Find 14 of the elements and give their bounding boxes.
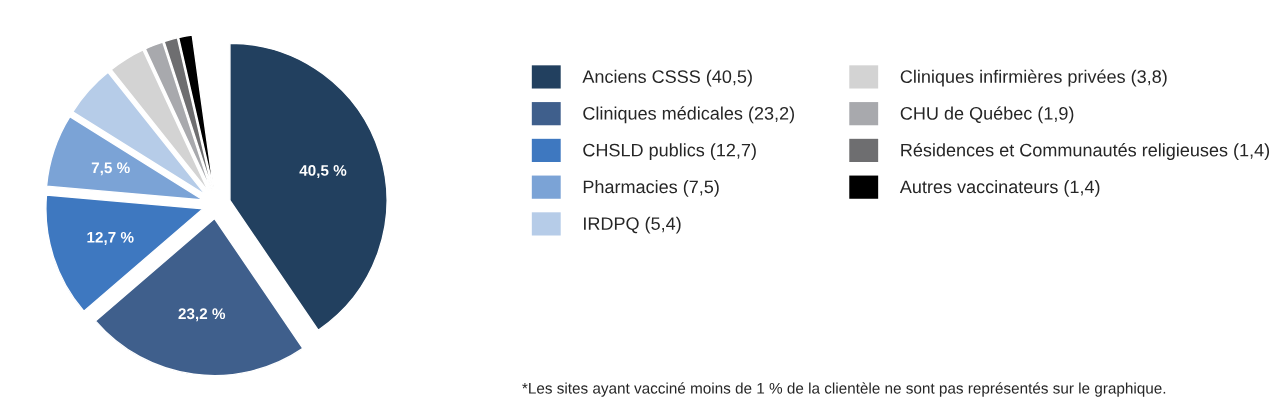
legend-label: Cliniques médicales (23,2) — [583, 106, 794, 124]
data-label: 23,2 % — [178, 308, 226, 322]
legend-label: Cliniques infirmières privées (3,8) — [900, 69, 1167, 87]
legend-label: Pharmacies (7,5) — [583, 179, 719, 197]
data-label: 40,5 % — [299, 164, 347, 179]
legend-label: IRDPQ (5,4) — [584, 216, 681, 234]
legend-label: CHU de Québec (1,9) — [900, 106, 1074, 124]
data-label: 7,5 % — [91, 162, 130, 176]
legend-label: CHSLD publics (12,7) — [583, 143, 756, 161]
legend-label: Autres vaccinateurs (1,4) — [899, 179, 1100, 197]
text: *Les sites ayant vacciné moins de 1 % de la clientèle ne sont pas représentés sur le graphique. — [522, 382, 1166, 397]
legend-label: Résidences et Communautés religieuses (1,4) — [901, 143, 1270, 161]
legend-label: Anciens CSSS (40,5) — [582, 69, 752, 87]
data-label: 12,7 % — [87, 231, 134, 245]
